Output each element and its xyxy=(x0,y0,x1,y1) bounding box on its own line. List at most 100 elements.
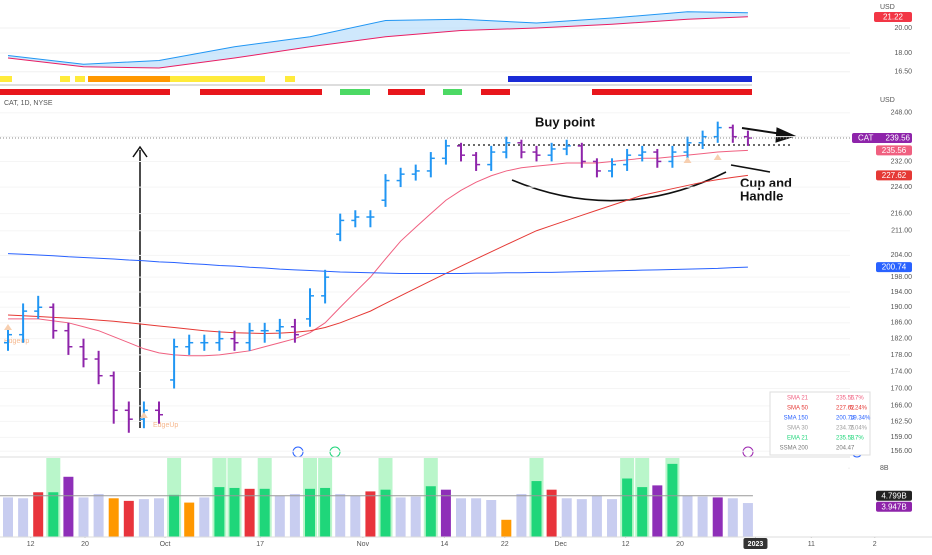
moving-average xyxy=(8,149,748,357)
y-tick-label: 178.00 xyxy=(891,352,913,359)
y-tick-label: 216.00 xyxy=(891,210,913,217)
strip-segment xyxy=(0,89,170,95)
volume-bar xyxy=(244,488,255,537)
volume-bar xyxy=(259,488,270,537)
volume-last-label: 3.947B xyxy=(881,502,906,511)
ma-table-cell: 235.58 xyxy=(836,436,855,442)
ma-table-cell: 204.47 xyxy=(836,446,855,452)
strip-segment xyxy=(170,76,265,82)
volume-bar xyxy=(33,492,44,537)
rs-currency: USD xyxy=(880,4,895,11)
signal-label: EdgeUp xyxy=(153,422,178,429)
volume-bar xyxy=(486,500,497,537)
volume-bar xyxy=(184,502,195,537)
volume-bar xyxy=(350,495,361,537)
volume-bar xyxy=(123,500,134,537)
volume-bar xyxy=(93,493,104,537)
ma-table-cell: 1.7% xyxy=(850,396,864,402)
volume-bar xyxy=(78,497,89,537)
pattern-label: Handle xyxy=(740,188,783,203)
y-tick-label: 156.00 xyxy=(891,448,913,455)
y-tick-label: 159.00 xyxy=(891,434,913,441)
ma-table-cell: 235.56 xyxy=(836,396,855,402)
x-tick-label: 12 xyxy=(622,541,630,548)
volume-bar xyxy=(456,498,467,537)
x-tick-label: 2 xyxy=(873,541,877,548)
volume-bar xyxy=(320,487,331,537)
rs-last-value: 21.22 xyxy=(883,13,904,22)
ma-badge xyxy=(876,145,912,156)
ma-table-cell: 2.04% xyxy=(850,426,868,432)
y-tick-label: 20.00 xyxy=(894,25,912,32)
volume-bar xyxy=(154,498,165,537)
ma-table-cell: SMA 150 xyxy=(784,416,809,422)
volume-bar xyxy=(697,496,708,537)
x-tick-label: Nov xyxy=(357,541,370,548)
y-tick-label: 166.00 xyxy=(891,403,913,410)
ma-table-cell: SSMA 200 xyxy=(780,446,809,452)
volume-bar xyxy=(229,487,240,537)
volume-bar xyxy=(637,487,648,537)
ma-table-cell: 1.7% xyxy=(850,436,864,442)
moving-average xyxy=(7,174,748,334)
symbol-line: CAT, 1D, NYSE xyxy=(4,100,53,107)
signal-marker xyxy=(139,412,148,418)
signal-marker xyxy=(683,157,692,163)
y-tick-label: 16.50 xyxy=(894,69,912,76)
volume-bar xyxy=(305,488,316,537)
volume-bar xyxy=(199,497,210,537)
moving-average xyxy=(7,253,748,274)
ma-table-cell: SMA 50 xyxy=(787,406,809,412)
strip-segment xyxy=(508,76,752,82)
volume-bar xyxy=(63,476,74,537)
y-tick-label: 170.00 xyxy=(891,385,913,392)
volume-bar xyxy=(471,498,482,537)
ma-table-cell: 19.34% xyxy=(850,416,871,422)
volume-bar xyxy=(561,498,572,537)
ma-table-cell: EMA 21 xyxy=(787,436,809,442)
volume-bar xyxy=(501,519,512,537)
y-tick-label: 211.00 xyxy=(891,228,912,235)
price-currency: USD xyxy=(880,97,895,104)
rs-line xyxy=(7,16,748,69)
rs-badge xyxy=(874,12,912,22)
volume-bar xyxy=(18,498,29,537)
volume-bar xyxy=(335,493,346,537)
volume-bar xyxy=(108,498,119,537)
x-tick-label: 20 xyxy=(676,541,684,548)
indicator-strips xyxy=(0,76,752,95)
strip-segment xyxy=(481,89,510,95)
volume-bar xyxy=(395,497,406,537)
ma-last-value: 227.62 xyxy=(882,171,907,180)
volume-bar xyxy=(169,494,180,537)
volume-last-badge xyxy=(876,501,912,512)
volume-average-badge xyxy=(876,490,912,501)
ma-table-cell: 227.62 xyxy=(836,406,855,412)
strip-segment xyxy=(60,76,70,82)
last-price-value: 239.56 xyxy=(886,134,911,143)
volume-bar xyxy=(410,496,421,537)
signal-label: EdgeUp xyxy=(4,338,29,345)
volume-bar xyxy=(622,478,633,537)
strip-segment xyxy=(340,89,370,95)
y-tick-label: 248.00 xyxy=(891,110,913,117)
strip-segment xyxy=(0,76,12,82)
y-tick-label: 194.00 xyxy=(891,289,913,296)
last-price-badge xyxy=(852,133,912,144)
volume-bar xyxy=(425,486,436,537)
volume-bar xyxy=(667,463,678,537)
volume-bar xyxy=(727,498,738,537)
strip-segment xyxy=(592,89,752,95)
signal-marker xyxy=(713,154,722,160)
last-price-symbol: CAT xyxy=(858,134,874,143)
y-tick-label: 204.00 xyxy=(891,252,913,259)
y-tick-label: 198.00 xyxy=(891,274,913,281)
x-tick-label: 12 xyxy=(27,541,35,548)
volume-bar xyxy=(516,493,527,537)
x-tick-label: Dec xyxy=(554,541,567,548)
volume-bar xyxy=(712,497,723,537)
x-tick-label: Oct xyxy=(160,541,171,548)
volume-bar xyxy=(576,499,587,537)
strip-segment xyxy=(285,76,295,82)
y-tick-label: 182.00 xyxy=(891,336,913,343)
